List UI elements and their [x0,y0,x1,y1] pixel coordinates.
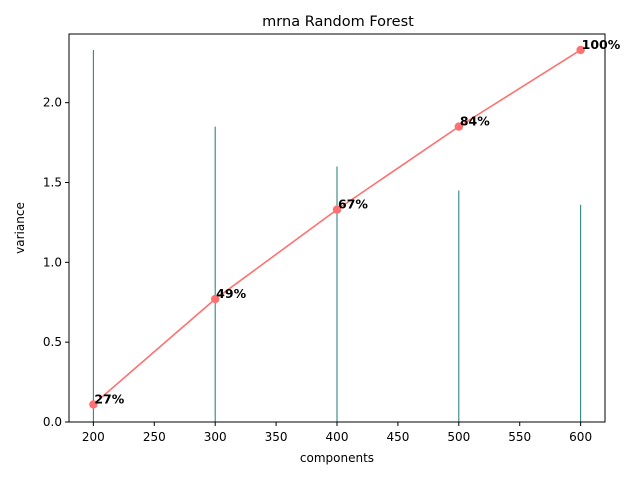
bar [336,166,338,422]
y-tick-label: 1.0 [43,255,62,269]
x-tick-label: 450 [386,430,409,444]
y-axis-label: variance [13,202,27,254]
bar [214,126,216,422]
data-label: 67% [338,197,368,212]
x-axis-label: components [300,451,374,465]
y-tick-label: 0.0 [43,415,62,429]
y-axis: 0.0 0.5 1.0 1.5 2.0 [43,96,69,429]
data-label: 27% [94,391,124,406]
y-tick-label: 0.5 [43,335,62,349]
bar [92,49,94,423]
chart-title: mrna Random Forest [262,14,414,30]
bar [580,204,582,422]
plot-area: 27% 49% 67% 84% 100% [89,37,621,423]
data-label: 49% [216,286,246,301]
bar [458,190,460,422]
data-label: 100% [582,37,621,52]
x-tick-label: 250 [143,430,166,444]
point [210,294,220,304]
x-tick-label: 500 [447,430,470,444]
point [332,205,342,214]
point [89,400,98,409]
x-tick-label: 200 [82,430,105,444]
x-tick-label: 300 [204,430,227,444]
y-tick-label: 1.5 [43,175,62,189]
y-tick-label: 2.0 [43,96,62,110]
x-tick-label: 550 [508,430,531,444]
x-tick-label: 600 [569,430,592,444]
x-tick-label: 350 [265,430,288,444]
data-label: 84% [460,114,490,129]
x-tick-label: 400 [326,430,349,444]
point [454,122,464,131]
point [576,45,585,55]
x-axis: 200 250 300 350 400 450 500 550 600 [82,422,592,444]
